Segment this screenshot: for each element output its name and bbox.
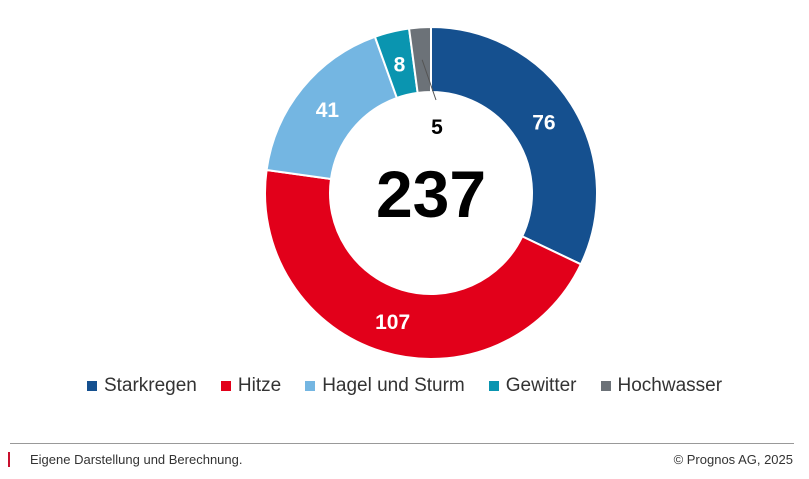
data-label: 107	[375, 311, 410, 334]
legend-label: Hitze	[237, 375, 282, 396]
legend-swatch	[220, 381, 231, 391]
slice-hochwasser	[407, 25, 432, 95]
accent-bar	[8, 452, 10, 467]
slice-hitze	[264, 168, 583, 360]
data-label: 41	[316, 99, 340, 122]
legend-swatch	[488, 381, 499, 391]
legend-item: Starkregen	[86, 375, 197, 397]
legend-swatch	[86, 381, 97, 391]
data-label: 5	[431, 116, 443, 139]
legend-swatch	[600, 381, 611, 391]
legend-label: Hagel und Sturm	[322, 375, 465, 396]
source-note: Eigene Darstellung und Berechnung.	[30, 452, 243, 467]
data-label: 76	[532, 112, 555, 135]
copyright: © Prognos AG, 2025	[673, 452, 793, 467]
legend-swatch	[305, 381, 316, 391]
legend-item: Hochwasser	[600, 375, 723, 397]
leader-line	[421, 59, 437, 101]
data-label: 8	[394, 53, 406, 76]
legend-item: Hitze	[220, 375, 282, 397]
legend: Starkregen Hitze Hagel und Sturm Gewitter Ho…	[0, 375, 809, 397]
divider	[10, 443, 794, 444]
legend-label: Hochwasser	[617, 375, 723, 396]
legend-label: Gewitter	[505, 375, 577, 396]
legend-item: Gewitter	[488, 375, 577, 397]
donut-chart: 76 107 41 8 5 237	[264, 25, 598, 360]
legend-label: Starkregen	[103, 375, 197, 396]
legend-item: Hagel und Sturm	[305, 375, 465, 397]
total-label: 237	[376, 157, 486, 231]
slice-starkregen	[430, 25, 598, 266]
